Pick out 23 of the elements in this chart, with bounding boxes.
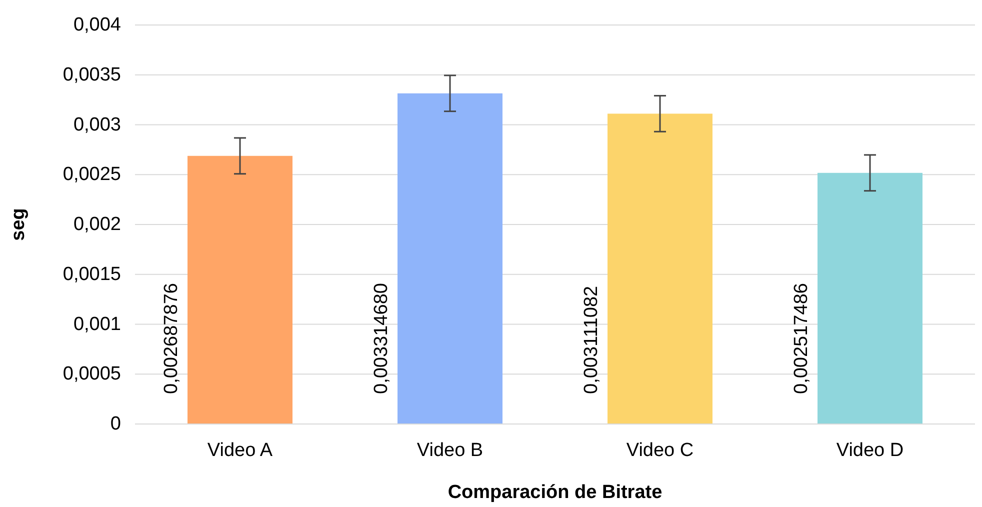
y-tick-label: 0 [110, 414, 121, 434]
y-tick-label: 0,0035 [62, 64, 121, 86]
data-label: 0,002517486 [791, 283, 812, 394]
x-tick-label: Video C [626, 440, 694, 461]
bar [608, 114, 712, 424]
bar [398, 93, 502, 424]
x-axis-title: Comparación de Bitrate [448, 482, 662, 503]
y-tick-label: 0,0025 [62, 164, 121, 186]
y-tick-label: 0,0015 [62, 264, 121, 285]
y-axis-title: seg [8, 208, 29, 241]
bar [188, 156, 292, 424]
y-tick-label: 0,004 [73, 14, 122, 36]
y-tick-label: 0,003 [73, 114, 121, 136]
x-tick-label: Video B [416, 440, 484, 461]
y-tick-label: 0,0005 [62, 364, 121, 385]
y-tick-label: 0,002 [73, 214, 121, 235]
x-tick-label: Video D [836, 440, 904, 461]
data-label: 0,003314680 [371, 283, 392, 394]
x-tick-label: Video A [207, 440, 273, 461]
data-label: 0,003111082 [581, 286, 602, 394]
data-label: 0,002687876 [161, 283, 182, 394]
bar [818, 172, 922, 424]
y-tick-label: 0,001 [73, 314, 121, 335]
